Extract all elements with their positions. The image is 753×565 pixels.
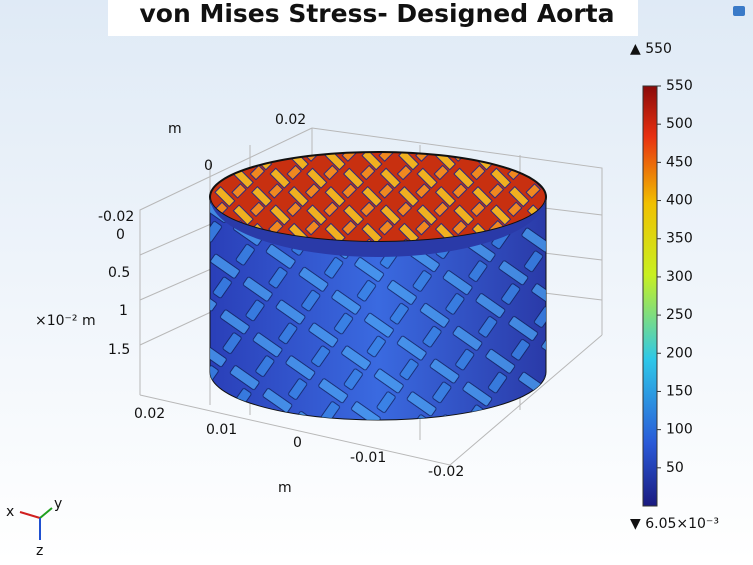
colorbar-max: ▲ 550 bbox=[630, 41, 672, 57]
colorbar-tick-label: 450 bbox=[666, 154, 693, 170]
colorbar-tick-label: 50 bbox=[666, 460, 684, 476]
cylinder-rim bbox=[210, 197, 546, 257]
colorbar-ticks: 550 500 450 400 350 300 250 200 150 100 50 bbox=[657, 78, 693, 476]
y-tick-label: 0 bbox=[204, 158, 213, 174]
colorbar-tick-label: 400 bbox=[666, 193, 693, 209]
x-tick-label: 0.02 bbox=[134, 406, 165, 422]
x-tick-label: -0.02 bbox=[428, 464, 464, 480]
colorbar-tick-label: 200 bbox=[666, 345, 693, 361]
colorbar-tick-label: 500 bbox=[666, 116, 693, 132]
toolbar-icon[interactable] bbox=[733, 6, 745, 16]
y-axis-unit: m bbox=[168, 121, 182, 137]
z-axis-unit: ×10⁻² m bbox=[35, 313, 96, 329]
colorbar-min: ▼ 6.05×10⁻³ bbox=[630, 516, 719, 532]
y-tick-label: -0.02 bbox=[98, 209, 134, 225]
title-box bbox=[108, 0, 638, 36]
z-tick-label: 1.5 bbox=[108, 342, 130, 358]
triad-x: x bbox=[6, 504, 14, 520]
z-tick-label: 0 bbox=[116, 227, 125, 243]
y-tick-label: 0.02 bbox=[275, 112, 306, 128]
colorbar-tick-label: 150 bbox=[666, 383, 693, 399]
colorbar-tick-label: 300 bbox=[666, 269, 693, 285]
z-tick-label: 0.5 bbox=[108, 265, 130, 281]
colorbar-tick-label: 550 bbox=[666, 78, 693, 94]
x-axis-unit: m bbox=[278, 480, 292, 496]
triad-y: y bbox=[54, 496, 62, 512]
x-tick-label: 0 bbox=[293, 435, 302, 451]
colorbar bbox=[642, 85, 658, 507]
z-tick-label: 1 bbox=[119, 303, 128, 319]
colorbar-tick-label: 350 bbox=[666, 231, 693, 247]
triad-z: z bbox=[36, 543, 43, 559]
cylinder-interior bbox=[209, 151, 547, 243]
colorbar-tick-label: 250 bbox=[666, 307, 693, 323]
axis-triad: x y z bbox=[6, 496, 62, 559]
x-tick-label: -0.01 bbox=[350, 450, 386, 466]
stent-pattern bbox=[210, 197, 546, 420]
x-tick-label: 0.01 bbox=[206, 422, 237, 438]
title: von Mises Stress- Designed Aorta bbox=[140, 0, 615, 28]
colorbar-tick-label: 100 bbox=[666, 422, 693, 438]
